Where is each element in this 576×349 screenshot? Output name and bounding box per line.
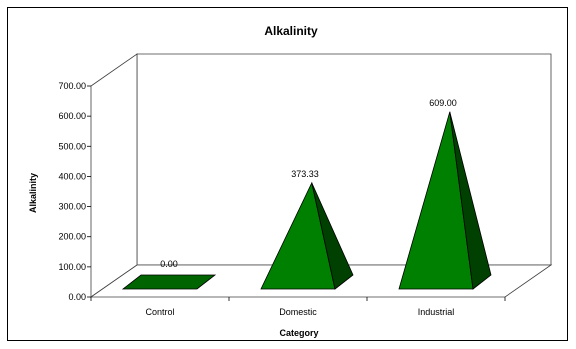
y-tick-label: 600.00 — [58, 111, 86, 121]
y-tick-label: 0.00 — [68, 292, 86, 302]
x-axis: Control Domestic Industrial — [90, 297, 506, 317]
y-axis: 0.00 100.00 200.00 300.00 400.00 500.00 600.00… — [58, 81, 91, 302]
x-axis-title: Category — [279, 328, 318, 338]
back-wall — [136, 53, 552, 266]
x-tick-label: Domestic — [279, 307, 317, 317]
pyramid-side-face — [449, 111, 492, 290]
pyramid-bar — [260, 181, 354, 290]
y-tick-label: 400.00 — [58, 171, 86, 181]
data-labels: 0.00 373.33 609.00 — [160, 98, 457, 269]
x-tick-label: Industrial — [418, 307, 455, 317]
y-tick-label: 100.00 — [58, 262, 86, 272]
pyramid-bars — [121, 111, 492, 290]
y-tick-label: 700.00 — [58, 81, 86, 91]
pyramid-base — [121, 274, 217, 290]
chart-title: Alkalinity — [264, 24, 318, 38]
y-tick-label: 200.00 — [58, 232, 86, 242]
y-tick-label: 500.00 — [58, 141, 86, 151]
pyramid-bar — [398, 111, 492, 290]
data-label: 0.00 — [160, 259, 178, 269]
y-tick-label: 300.00 — [58, 202, 86, 212]
left-wall — [90, 53, 138, 298]
y-axis-title: Alkalinity — [28, 173, 38, 213]
pyramid-side-face — [311, 182, 354, 290]
data-label: 609.00 — [429, 98, 457, 108]
x-tick-label: Control — [145, 307, 174, 317]
data-label: 373.33 — [291, 169, 319, 179]
pyramid-bar — [121, 274, 217, 290]
